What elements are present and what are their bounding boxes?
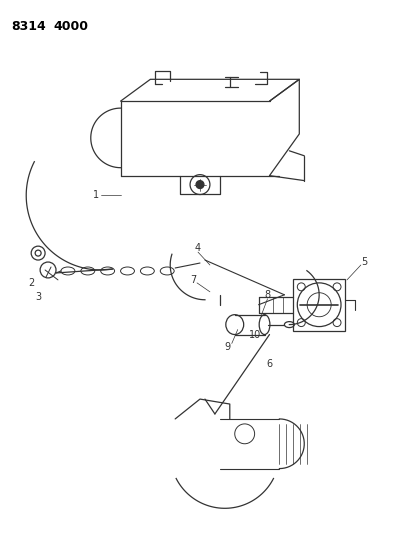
Text: 2: 2 <box>28 278 34 288</box>
Text: 9: 9 <box>225 342 231 352</box>
Text: 8: 8 <box>265 290 271 300</box>
Text: 8314: 8314 <box>11 20 46 33</box>
Text: 5: 5 <box>361 257 367 267</box>
Text: 10: 10 <box>249 329 261 340</box>
Text: 6: 6 <box>267 359 273 369</box>
Text: 4: 4 <box>195 243 201 253</box>
Text: 4000: 4000 <box>53 20 88 33</box>
Text: 7: 7 <box>190 275 196 285</box>
Circle shape <box>196 181 204 189</box>
Text: 3: 3 <box>35 292 41 302</box>
Bar <box>293 279 345 330</box>
Text: 1: 1 <box>93 190 99 200</box>
